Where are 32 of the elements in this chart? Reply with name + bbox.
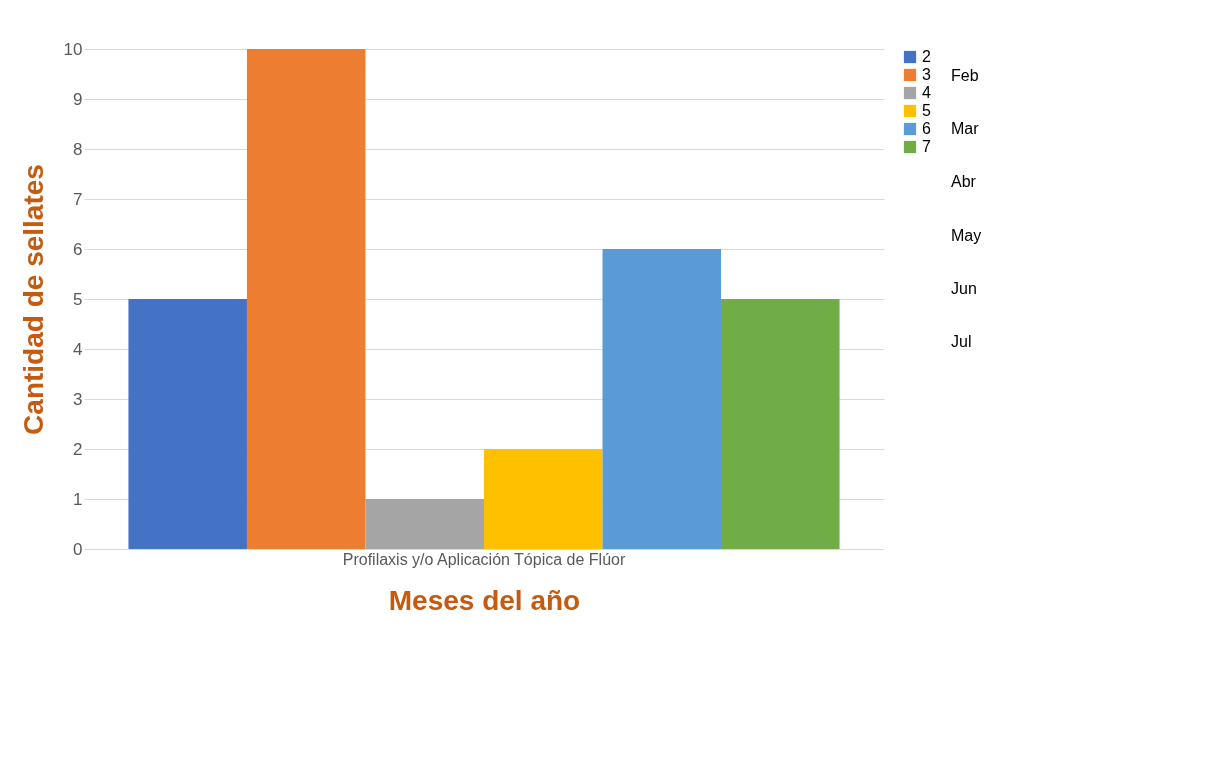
bar	[365, 499, 484, 549]
text: Jun	[951, 280, 977, 297]
y-tick-label: 4	[73, 339, 83, 359]
legend-label: 2	[922, 48, 931, 65]
x-axis-title: Meses del año	[388, 584, 581, 616]
y-axis-title: Cantidad de sellates	[17, 164, 49, 435]
bar	[128, 299, 247, 549]
legend-label: 4	[922, 84, 931, 101]
x-tick-label: Profilaxis y/o Aplicación Tópica de Flúor	[342, 550, 626, 568]
legend-label: 5	[922, 102, 931, 119]
y-tick-label: 9	[73, 89, 83, 109]
y-tick-label: 6	[73, 239, 83, 259]
text: Mar	[951, 120, 980, 137]
text: Feb	[951, 66, 979, 84]
text: May	[951, 226, 982, 244]
text: Jul	[951, 333, 972, 351]
legend-label: 3	[922, 66, 931, 83]
y-tick-label: 3	[73, 389, 83, 409]
y-tick-label: 1	[73, 489, 83, 509]
text: Abr	[951, 173, 977, 191]
bar	[721, 299, 840, 549]
bar	[246, 49, 366, 549]
y-tick-label: 2	[73, 439, 83, 459]
bar	[602, 249, 722, 549]
y-tick-label: 5	[73, 289, 83, 309]
legend-label: 7	[922, 138, 931, 155]
y-tick-label: 0	[73, 539, 83, 559]
y-tick-label: 8	[73, 139, 83, 159]
bar	[484, 449, 603, 549]
y-tick-label: 10	[63, 39, 83, 59]
y-tick-label: 7	[73, 189, 83, 209]
legend-label: 6	[922, 120, 931, 137]
